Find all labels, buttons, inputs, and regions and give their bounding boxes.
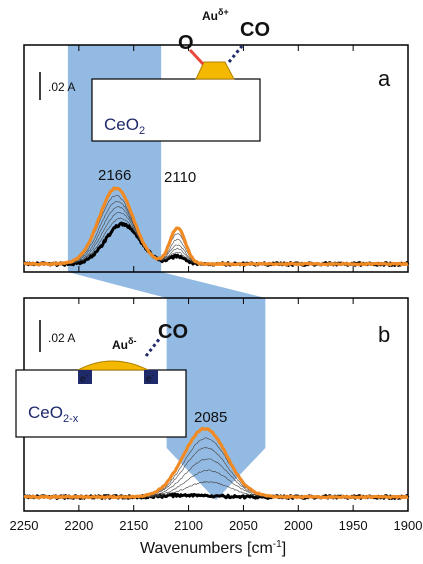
panel-a-scale-label: .02 A [48, 80, 75, 94]
panel-b-letter: b [378, 322, 390, 347]
electron-label: e- [80, 373, 89, 385]
x-tick-label: 1950 [339, 518, 368, 533]
x-tick-label: 2050 [229, 518, 258, 533]
gold-particle-icon [77, 360, 149, 371]
oxygen-atom-label: O [178, 32, 194, 54]
x-tick-label: 1900 [394, 518, 423, 533]
highlight-band-panel-b [166, 298, 266, 500]
panel-a-frame [23, 44, 409, 273]
spectrum-line-a-final-6 [23, 186, 409, 267]
x-tick-label: 2150 [119, 518, 148, 533]
x-axis: 2250 2200 2150 2100 2050 2000 1950 1900 [10, 45, 423, 533]
x-tick-label: 2100 [174, 518, 203, 533]
panel-a-spectra [22, 186, 410, 267]
co-molecule-label-a: CO [240, 19, 270, 41]
peak-label-2166: 2166 [98, 167, 131, 184]
peak-label-2085: 2085 [194, 409, 227, 426]
au-charge-label-a: Auδ+ [202, 7, 229, 23]
x-tick-label: 2250 [10, 518, 39, 533]
peak-label-2110: 2110 [164, 169, 196, 186]
x-tick-label: 2000 [284, 518, 313, 533]
spectrum-line-b-final-6 [23, 426, 409, 500]
gold-particle-icon [195, 61, 235, 80]
au-o-bond-icon [188, 48, 205, 66]
co-molecule-label-b: CO [158, 321, 188, 343]
panel-a-letter: a [378, 66, 391, 91]
au-co-bond-icon [227, 45, 244, 63]
au-charge-label-b: Auδ- [112, 336, 136, 352]
x-axis-title: Wavenumbers [cm-1] [140, 539, 286, 557]
electron-site-icon [78, 370, 92, 384]
highlight-band-connector [67, 272, 266, 298]
electron-site-icon [144, 370, 158, 384]
panel-b-scale-label: .02 A [48, 331, 75, 345]
panel-a-inset-box [91, 78, 261, 142]
panel-b-spectra [22, 426, 410, 500]
electron-label: e- [146, 373, 155, 385]
x-tick-label: 2200 [64, 518, 93, 533]
panel-a-inset-label: CeO2 [104, 115, 145, 137]
au-co-bond-icon [144, 337, 162, 357]
